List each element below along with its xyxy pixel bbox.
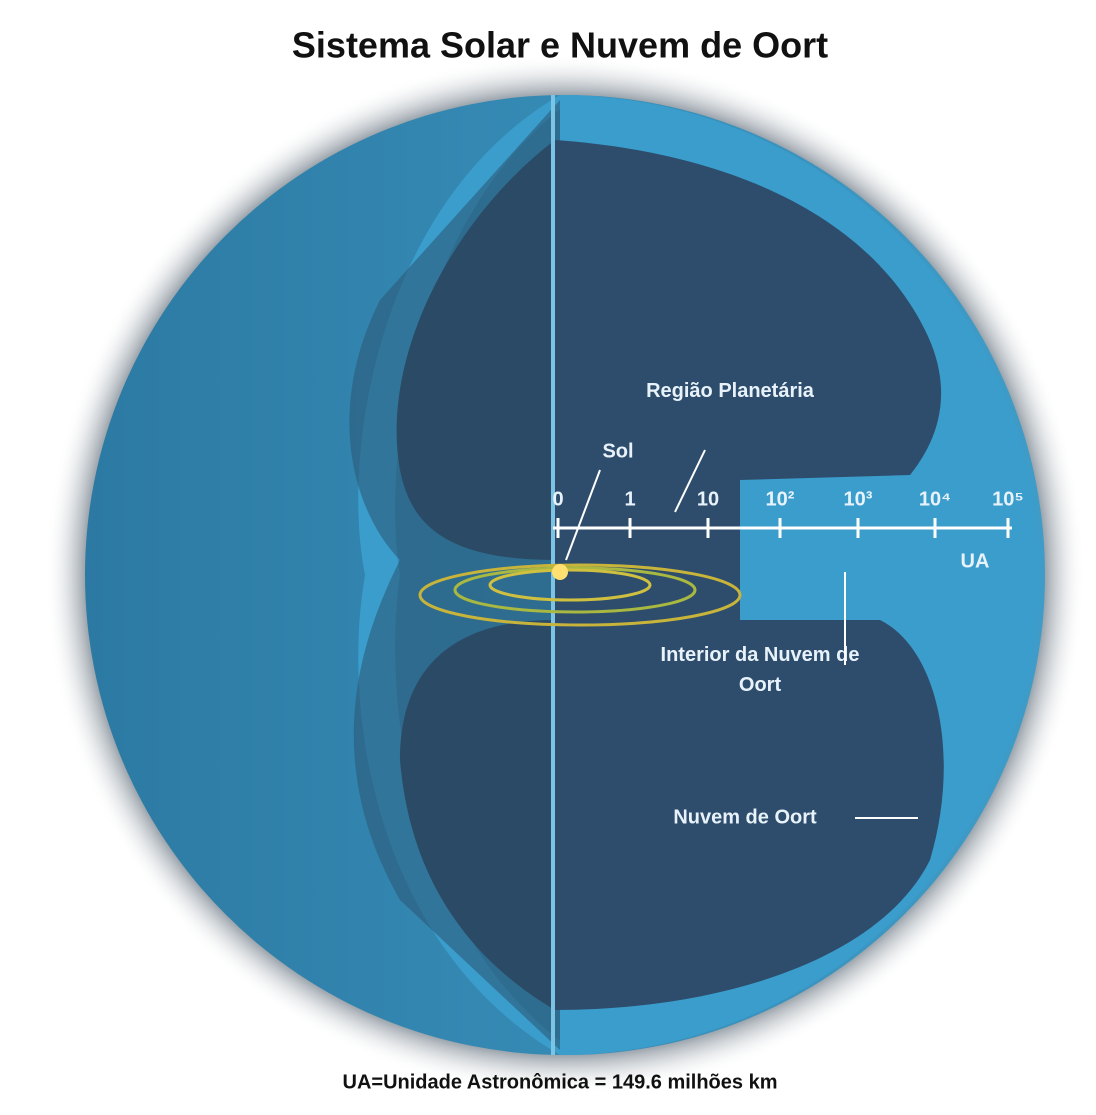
tick-label: 10² — [766, 488, 795, 510]
tick-label: 10⁵ — [992, 488, 1024, 510]
planetary-label: Região Planetária — [630, 378, 830, 404]
planetary-label-box: Região Planetária — [630, 378, 830, 448]
unit-label: UA — [961, 550, 990, 572]
title: Sistema Solar e Nuvem de Oort — [292, 25, 828, 66]
inner-oort-label-box: Interior da Nuvem de Oort — [650, 640, 870, 710]
tick-label: 10 — [697, 488, 719, 510]
tick-label: 10³ — [844, 488, 873, 510]
tick-label: 0 — [552, 488, 563, 510]
diagram: 0 1 10 10² 10³ 10⁴ 10⁵ UA Sol Região Pla… — [0, 0, 1096, 1115]
tick-label: 10⁴ — [919, 488, 951, 510]
footer: UA=Unidade Astronômica = 149.6 milhões k… — [343, 1071, 778, 1093]
oort-label: Nuvem de Oort — [673, 806, 817, 828]
inner-oort-label: Interior da Nuvem de Oort — [650, 640, 870, 700]
sun — [552, 564, 568, 580]
sun-label: Sol — [602, 440, 633, 462]
tick-label: 1 — [624, 488, 635, 510]
